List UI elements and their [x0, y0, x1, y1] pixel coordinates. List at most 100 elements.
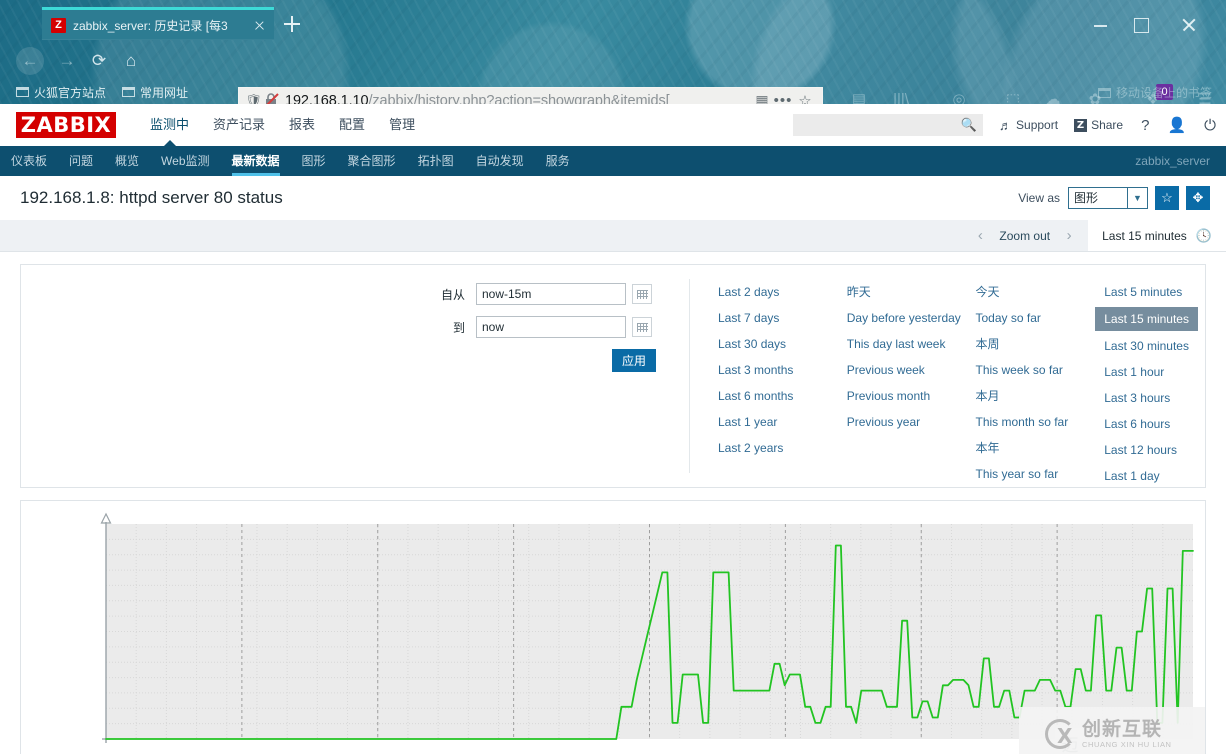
range-link[interactable]: This year so far: [975, 467, 1059, 481]
bookmark-star-icon[interactable]: ☆: [798, 92, 812, 105]
support-link[interactable]: ♬ Support: [999, 118, 1058, 133]
range-link[interactable]: Previous year: [846, 415, 921, 429]
library-icon[interactable]: |||\: [893, 91, 909, 104]
from-input[interactable]: [476, 283, 626, 305]
range-link[interactable]: 昨天: [846, 285, 871, 299]
extension-icon[interactable]: ✿: [1088, 91, 1102, 104]
mobile-bookmarks-label: 移动设备上的书签: [1115, 86, 1212, 100]
graph-panel[interactable]: 迈 创新互联 CHUANG XIN HU LIAN: [20, 500, 1206, 754]
subnav-item-screens[interactable]: 聚合图形: [347, 154, 396, 168]
range-link[interactable]: 本月: [975, 389, 1000, 403]
search-box[interactable]: 🔍: [793, 114, 984, 136]
browser-chrome: Z zabbix_server: 历史记录 [每3 ← → ⟳ ⌂ 🛡 192.…: [0, 0, 1226, 104]
shield-icon[interactable]: 🛡: [245, 92, 262, 105]
sidebar-icon[interactable]: ◎: [952, 91, 966, 104]
chevron-down-icon[interactable]: ▼: [1127, 187, 1147, 209]
bookmark-item[interactable]: 火狐官方站点: [16, 84, 106, 101]
range-link[interactable]: Last 2 years: [718, 441, 784, 455]
mobile-bookmarks-item[interactable]: 移动设备上的书签: [1097, 84, 1212, 101]
subnav-item-web[interactable]: Web监测: [161, 154, 210, 168]
range-link[interactable]: 今天: [975, 285, 1000, 299]
range-link[interactable]: Last 2 days: [718, 285, 780, 299]
window-close-button[interactable]: [1176, 14, 1202, 36]
subnav-item-latest-data[interactable]: 最新数据: [221, 146, 291, 176]
url-bar[interactable]: 🛡 192.168.1.10/zabbix/history.php?action…: [238, 87, 823, 104]
sub-navigation: 仪表板 问题 概览 Web监测 最新数据 图形 聚合图形 拓扑图 自动发现 服务…: [0, 146, 1226, 176]
range-link[interactable]: Last 30 days: [718, 337, 787, 351]
window-minimize-button[interactable]: [1088, 14, 1114, 36]
range-link[interactable]: Previous month: [846, 389, 931, 403]
range-link[interactable]: Today so far: [975, 311, 1041, 325]
main-menu-item-inventory[interactable]: 资产记录: [213, 117, 266, 132]
range-link[interactable]: This week so far: [975, 363, 1063, 377]
to-calendar-icon[interactable]: [632, 317, 652, 337]
screenshot-icon[interactable]: ⬚: [1005, 91, 1021, 104]
fullscreen-button[interactable]: ✥: [1186, 186, 1210, 210]
range-link[interactable]: Last 3 months: [718, 363, 794, 377]
range-link-selected[interactable]: Last 15 minutes: [1095, 307, 1198, 331]
range-link[interactable]: Last 30 minutes: [1104, 339, 1189, 353]
account-icon[interactable]: ☁: [1045, 91, 1061, 104]
search-icon[interactable]: 🔍: [960, 117, 978, 132]
qr-icon[interactable]: ▦: [755, 92, 768, 104]
apply-button[interactable]: 应用: [612, 349, 656, 372]
range-link[interactable]: Last 6 months: [718, 389, 794, 403]
subnav-item-dashboard[interactable]: 仪表板: [11, 154, 48, 168]
help-icon[interactable]: ?: [1141, 116, 1150, 134]
time-next-arrow[interactable]: ›: [1066, 227, 1072, 244]
main-menu-item-administration[interactable]: 管理: [389, 117, 416, 132]
range-link[interactable]: 本周: [975, 337, 1000, 351]
range-link[interactable]: Last 1 hour: [1104, 365, 1165, 379]
subnav-item-services[interactable]: 服务: [545, 154, 570, 168]
view-as-select[interactable]: 图形 ▼: [1068, 187, 1148, 209]
header-right: 🔍 ♬ Support Z Share ? 👤 ⏻: [793, 104, 1216, 146]
subnav-item-overview[interactable]: 概览: [115, 154, 140, 168]
subnav-item-problems[interactable]: 问题: [69, 154, 94, 168]
main-menu-item-configuration[interactable]: 配置: [339, 117, 366, 132]
forward-icon[interactable]: →: [58, 51, 76, 70]
range-link[interactable]: Last 5 minutes: [1104, 285, 1183, 299]
add-favorite-button[interactable]: ☆: [1155, 186, 1179, 210]
bookmark-item[interactable]: 常用网址: [122, 84, 188, 101]
range-link[interactable]: This day last week: [846, 337, 946, 351]
zoom-out-button[interactable]: Zoom out: [999, 228, 1051, 243]
browser-tab[interactable]: Z zabbix_server: 历史记录 [每3: [42, 7, 274, 40]
to-input[interactable]: [476, 316, 626, 338]
reload-icon[interactable]: ⟳: [91, 51, 107, 70]
tab-close-icon[interactable]: [251, 17, 268, 34]
range-link[interactable]: This month so far: [975, 415, 1069, 429]
page-actions-icon[interactable]: •••: [773, 92, 793, 104]
broken-lock-icon[interactable]: [262, 92, 281, 104]
signout-icon[interactable]: ⏻: [1204, 116, 1216, 134]
pocket-icon[interactable]: ▤: [851, 91, 867, 104]
new-tab-button[interactable]: [280, 12, 304, 36]
range-link[interactable]: Last 7 days: [718, 311, 780, 325]
subnav-item-graphs[interactable]: 图形: [301, 154, 326, 168]
subnav-item-discovery[interactable]: 自动发现: [475, 154, 524, 168]
zabbix-logo[interactable]: ZABBIX: [16, 112, 116, 138]
time-filter-panel: 自从 到 应用 Last 2 days Last 7 days Last 30 …: [20, 264, 1206, 488]
main-menu-item-reports[interactable]: 报表: [289, 117, 316, 132]
user-icon[interactable]: 👤: [1167, 117, 1187, 134]
range-link[interactable]: Last 1 year: [718, 415, 778, 429]
time-prev-arrow[interactable]: ‹: [977, 227, 983, 244]
window-maximize-button[interactable]: [1128, 14, 1154, 36]
time-range-tab[interactable]: Last 15 minutes 🕓: [1088, 220, 1226, 251]
search-input[interactable]: [799, 118, 961, 132]
home-icon[interactable]: ⌂: [125, 51, 137, 70]
hamburger-menu-icon[interactable]: ☰: [1198, 91, 1212, 104]
range-link[interactable]: Day before yesterday: [846, 311, 961, 325]
range-link[interactable]: Last 12 hours: [1104, 443, 1177, 457]
range-link[interactable]: Last 3 hours: [1104, 391, 1171, 405]
back-icon[interactable]: ←: [16, 47, 44, 75]
range-link[interactable]: Previous week: [846, 363, 925, 377]
range-link[interactable]: 本年: [975, 441, 1000, 455]
url-text[interactable]: 192.168.1.10/zabbix/history.php?action=s…: [281, 93, 750, 105]
range-link[interactable]: Last 1 day: [1104, 469, 1160, 483]
history-graph[interactable]: [21, 501, 1205, 754]
main-menu-item-monitoring[interactable]: 监测中: [138, 104, 201, 146]
range-link[interactable]: Last 6 hours: [1104, 417, 1171, 431]
from-calendar-icon[interactable]: [632, 284, 652, 304]
subnav-item-maps[interactable]: 拓扑图: [417, 154, 454, 168]
share-link[interactable]: Z Share: [1074, 118, 1123, 132]
